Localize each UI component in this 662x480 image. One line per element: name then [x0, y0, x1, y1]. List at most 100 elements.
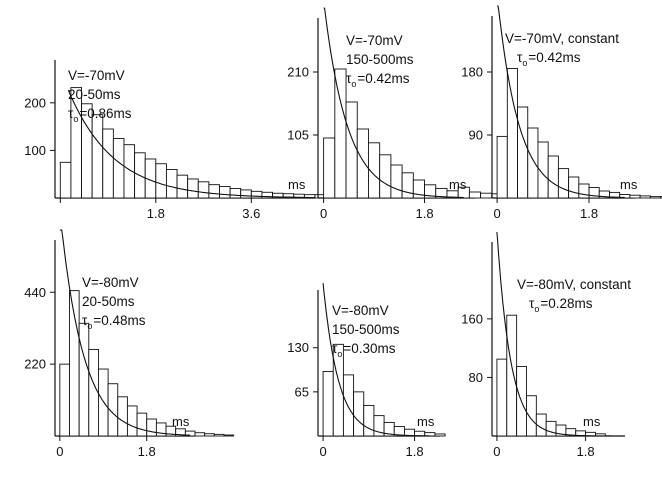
histogram-bar: [401, 172, 414, 199]
histogram-bar: [97, 368, 109, 437]
histogram-bar: [136, 412, 148, 437]
tau-value: =0.42ms: [528, 50, 580, 65]
voltage-label: V=-80mV: [332, 303, 389, 318]
histogram-bar: [219, 186, 231, 199]
tau-subscript: o: [73, 114, 78, 124]
x-tick-label: 0: [319, 444, 326, 459]
tau-label: τo=0.42ms: [517, 50, 581, 68]
histogram-bar: [323, 137, 336, 199]
tau-symbol: τ: [332, 341, 338, 356]
exponential-fit-line: [59, 229, 191, 436]
histogram-bar: [213, 433, 225, 437]
y-tick-label: 220: [24, 357, 46, 372]
histogram-bar: [557, 168, 570, 199]
x-unit-label: ms: [583, 414, 601, 429]
histogram-bar: [649, 196, 661, 199]
histogram-bar: [229, 188, 242, 199]
histogram-bar: [496, 135, 508, 199]
histogram-bar: [639, 195, 651, 199]
tau-label: τo=0.48ms: [82, 313, 146, 331]
histogram-bar: [240, 189, 252, 199]
histogram-bar: [91, 114, 104, 199]
x-tick-label: 1.8: [406, 444, 424, 459]
histogram-bar: [496, 358, 508, 437]
histogram-bar: [204, 433, 215, 437]
histogram-bar: [363, 404, 375, 437]
tau-symbol: τ: [82, 313, 88, 328]
tau-label: τo=0.30ms: [332, 341, 396, 359]
histogram-bar: [379, 154, 392, 199]
histogram-bar: [223, 434, 235, 437]
voltage-label: V=-80mV, constant: [517, 277, 631, 292]
histogram-bar: [165, 168, 178, 199]
histogram-bar: [434, 433, 446, 437]
histogram-bar: [468, 191, 482, 199]
histogram-bar: [155, 163, 167, 199]
y-tick-label: 80: [469, 370, 483, 385]
y-tick-label: 440: [24, 285, 46, 300]
x-tick-label: 1.8: [577, 444, 595, 459]
voltage-label: V=-70mV: [68, 68, 125, 83]
histogram-bar: [197, 181, 210, 199]
tau-label: τo=0.28ms: [529, 296, 593, 314]
x-unit-label: ms: [620, 177, 638, 192]
histogram-bar: [117, 396, 128, 437]
panel-5: 0 1.8 65 130 ms V=-80mV 150-500ms τo=0.30ms: [287, 283, 446, 459]
voltage-label: V=-70mV: [346, 33, 403, 48]
tau-symbol: τ: [346, 71, 352, 86]
y-tick-label: 130: [287, 340, 309, 355]
histogram-bar: [356, 128, 369, 199]
histogram-bar: [506, 68, 518, 199]
histogram-bar: [334, 68, 347, 199]
tau-symbol: τ: [517, 50, 523, 65]
x-tick-label: 0: [493, 206, 500, 221]
histogram-bar: [78, 322, 90, 437]
time-window-label: 150-500ms: [332, 322, 400, 337]
histogram-bar: [390, 164, 403, 199]
y-tick-label: 100: [24, 143, 46, 158]
histogram-bar: [146, 418, 157, 437]
x-tick-label: 0: [56, 444, 63, 459]
x-tick-label: 1.8: [138, 444, 156, 459]
time-window-label: 20-50ms: [82, 294, 135, 309]
x-unit-label: ms: [417, 414, 435, 429]
y-tick-label: 160: [461, 311, 483, 326]
histogram-bar: [88, 348, 99, 437]
x-unit-label: ms: [172, 414, 190, 429]
histogram-bar: [112, 138, 125, 199]
exponential-fit-line: [497, 5, 625, 199]
tau-value: =0.86ms: [79, 106, 131, 121]
histogram-bar: [547, 155, 559, 199]
y-tick-label: 90: [469, 128, 483, 143]
histogram-bar: [70, 87, 82, 199]
y-tick-label: 105: [287, 128, 309, 143]
tau-value: =0.28ms: [540, 296, 592, 311]
x-tick-label: 1.8: [415, 206, 433, 221]
histogram-bar: [176, 174, 189, 199]
x-tick-label: 1.8: [580, 206, 598, 221]
histogram-bar: [578, 183, 590, 199]
histogram-bar: [59, 363, 70, 437]
histogram-bar: [102, 128, 114, 199]
y-tick-label: 210: [287, 65, 309, 80]
histogram-bar: [506, 314, 518, 437]
tau-value: =0.30ms: [343, 341, 395, 356]
histogram-bar: [568, 176, 580, 199]
histogram-bar: [480, 192, 493, 199]
x-unit-label: ms: [288, 177, 306, 192]
histogram-bar: [345, 101, 358, 199]
y-tick-label: 65: [295, 384, 309, 399]
time-window-label: 20-50ms: [68, 87, 121, 102]
y-tick-label: 180: [461, 65, 483, 80]
histogram-bar: [353, 391, 365, 437]
tau-subscript: o: [522, 58, 527, 68]
tau-subscript: o: [87, 321, 92, 331]
histogram-bar: [517, 106, 529, 199]
tau-value: =0.48ms: [93, 313, 145, 328]
tau-subscript: o: [337, 349, 342, 359]
tau-label: τo=0.42ms: [346, 71, 410, 89]
exponential-fit-line: [67, 89, 315, 199]
x-unit-label: ms: [449, 177, 467, 192]
